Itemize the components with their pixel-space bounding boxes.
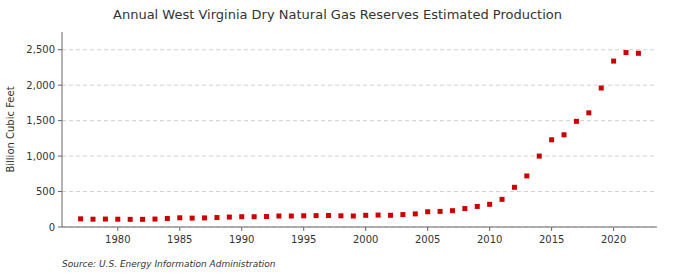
point — [400, 212, 405, 217]
grid-line — [62, 191, 657, 192]
point — [90, 217, 95, 222]
grid-line — [62, 49, 657, 50]
point — [351, 214, 356, 219]
point — [500, 197, 505, 202]
point — [239, 214, 244, 219]
y-tick-label: 1,000 — [26, 151, 55, 162]
point — [190, 216, 195, 221]
y-tick — [58, 156, 62, 157]
y-tick — [58, 227, 62, 228]
x-tick — [427, 227, 428, 231]
x-tick — [551, 227, 552, 231]
x-axis: 1980 1985 1990 1995 2000 2005 2010 2015 2020 — [62, 227, 657, 245]
y-tick — [58, 191, 62, 192]
x-axis-line — [62, 227, 657, 228]
point — [636, 51, 641, 56]
y-grid — [62, 50, 657, 227]
y-tick — [58, 120, 62, 121]
source-note: Source: U.S. Energy Information Administ… — [62, 259, 276, 269]
point — [338, 213, 343, 218]
x-tick — [303, 227, 304, 231]
point — [103, 217, 108, 222]
grid-line — [62, 156, 657, 157]
point — [524, 173, 529, 178]
point — [202, 215, 207, 220]
y-axis: 0 500 1,000 1,500 2,000 2,500 — [26, 32, 62, 233]
x-tick-label: 2010 — [477, 234, 502, 245]
y-tick-label: 2,000 — [26, 80, 55, 91]
point — [252, 214, 257, 219]
points — [78, 50, 641, 222]
point — [574, 119, 579, 124]
point — [537, 154, 542, 159]
x-tick — [365, 227, 366, 231]
y-tick — [58, 49, 62, 50]
point — [475, 204, 480, 209]
point — [512, 185, 517, 190]
y-axis-label: Billion Cubic Feet — [5, 86, 16, 172]
x-tick-label: 1995 — [291, 234, 316, 245]
y-tick-label: 0 — [49, 222, 55, 233]
title: Annual West Virginia Dry Natural Gas Res… — [113, 7, 562, 22]
point — [462, 206, 467, 211]
point — [611, 59, 616, 64]
point — [264, 214, 269, 219]
grid-line — [62, 85, 657, 86]
x-tick — [489, 227, 490, 231]
y-tick-label: 2,500 — [26, 44, 55, 55]
point — [562, 132, 567, 137]
point — [289, 214, 294, 219]
point — [152, 217, 157, 222]
chart-svg: Annual West Virginia Dry Natural Gas Res… — [0, 0, 675, 275]
x-tick-label: 1990 — [229, 234, 254, 245]
point — [413, 211, 418, 216]
chart-container: Annual West Virginia Dry Natural Gas Res… — [0, 0, 675, 275]
point — [586, 110, 591, 115]
point — [177, 215, 182, 220]
point — [624, 50, 629, 55]
y-tick — [58, 85, 62, 86]
point — [128, 217, 133, 222]
x-tick — [179, 227, 180, 231]
point — [599, 86, 604, 91]
x-tick — [613, 227, 614, 231]
point — [276, 214, 281, 219]
point — [115, 217, 120, 222]
point — [78, 216, 83, 221]
point — [165, 216, 170, 221]
x-tick-label: 2000 — [353, 234, 378, 245]
x-tick-label: 1980 — [105, 234, 130, 245]
point — [214, 215, 219, 220]
y-axis-line — [62, 32, 63, 227]
x-tick-label: 2015 — [539, 234, 564, 245]
point — [388, 213, 393, 218]
point — [438, 209, 443, 214]
point — [450, 208, 455, 213]
point — [326, 213, 331, 218]
point — [140, 217, 145, 222]
grid-line — [62, 227, 657, 228]
point — [301, 213, 306, 218]
x-tick-label: 2020 — [601, 234, 626, 245]
point — [425, 209, 430, 214]
x-tick-label: 2005 — [415, 234, 440, 245]
point — [363, 213, 368, 218]
point — [227, 215, 232, 220]
x-tick — [241, 227, 242, 231]
grid-line — [62, 120, 657, 121]
y-tick-label: 500 — [36, 186, 55, 197]
point — [314, 213, 319, 218]
point — [376, 213, 381, 218]
x-tick — [117, 227, 118, 231]
y-tick-label: 1,500 — [26, 115, 55, 126]
x-tick-label: 1985 — [167, 234, 192, 245]
point — [487, 202, 492, 207]
point — [549, 137, 554, 142]
